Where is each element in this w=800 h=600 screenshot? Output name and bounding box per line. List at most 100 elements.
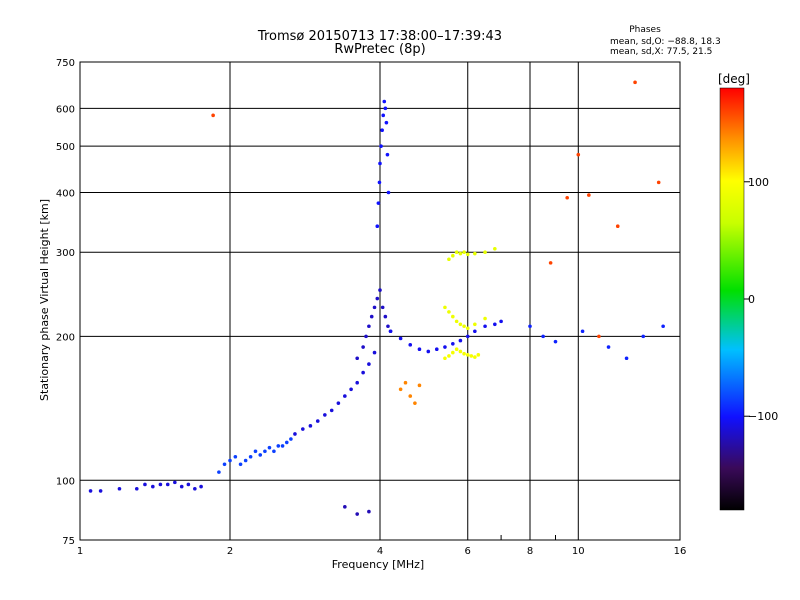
- data-point: [499, 319, 503, 324]
- y-tick-labels: 75 100 200 300 400 500 600 750: [56, 58, 75, 547]
- data-point: [417, 383, 422, 388]
- colorbar-ticks: 100 0 −100: [744, 176, 778, 423]
- data-point: [376, 201, 381, 205]
- data-point: [377, 180, 382, 185]
- y-axis-label: Stationary phase Virtual Height [km]: [38, 199, 51, 401]
- data-point: [443, 345, 447, 349]
- data-point: [382, 99, 387, 104]
- data-point: [408, 394, 413, 398]
- data-point: [656, 180, 661, 185]
- data-point: [289, 437, 293, 441]
- data-point: [633, 80, 637, 85]
- data-point: [403, 380, 408, 385]
- data-point: [451, 314, 455, 319]
- data-point: [301, 427, 305, 431]
- y-tick-label: 600: [56, 104, 75, 115]
- data-point: [447, 354, 451, 358]
- data-point: [263, 449, 267, 454]
- data-point: [483, 250, 487, 255]
- data-point: [462, 250, 466, 255]
- data-point: [398, 336, 403, 341]
- data-point: [211, 113, 215, 118]
- data-point: [151, 484, 155, 489]
- plot-frame: [79, 61, 681, 541]
- data-point: [606, 345, 611, 349]
- data-point: [454, 319, 459, 324]
- data-point: [280, 444, 285, 448]
- stats-line-x: mean, sd,X: 77.5, 21.5: [610, 47, 712, 57]
- data-point: [367, 324, 371, 329]
- data-point: [381, 113, 386, 118]
- y-tick-label: 750: [56, 58, 75, 69]
- data-point: [385, 152, 390, 157]
- data-point: [553, 339, 558, 344]
- data-point: [454, 347, 459, 352]
- data-point: [267, 445, 272, 450]
- data-point: [379, 144, 383, 148]
- data-point: [355, 512, 359, 516]
- data-point: [233, 454, 238, 459]
- data-point: [329, 408, 334, 413]
- data-point: [443, 305, 447, 310]
- data-point: [426, 349, 431, 354]
- data-point: [383, 314, 388, 319]
- data-point: [378, 161, 382, 166]
- data-point: [465, 334, 470, 339]
- y-tick-label: 400: [56, 188, 75, 199]
- data-point: [349, 387, 353, 392]
- colorbar-tick-label: 0: [748, 293, 755, 306]
- data-point: [483, 324, 487, 329]
- colorbar-label: [deg]: [718, 72, 750, 86]
- grid: [80, 62, 680, 540]
- data-point: [465, 326, 470, 331]
- data-point: [413, 401, 417, 405]
- stats-heading: Phases: [629, 25, 661, 35]
- data-point: [179, 484, 184, 489]
- data-point: [565, 195, 569, 200]
- data-point: [343, 505, 347, 509]
- x-tick-label: 2: [227, 546, 233, 557]
- data-point: [173, 480, 177, 485]
- x-tick-label: 16: [674, 546, 687, 557]
- data-point: [383, 106, 388, 111]
- data-point: [88, 489, 93, 493]
- y-tick-label: 200: [56, 332, 75, 343]
- x-tick-label: 10: [572, 546, 585, 557]
- data-point: [541, 334, 545, 339]
- y-tick-label: 300: [56, 248, 75, 259]
- data-point: [253, 449, 258, 454]
- data-point: [624, 356, 629, 361]
- data-point: [375, 296, 380, 301]
- data-point: [117, 486, 122, 491]
- data-point: [465, 353, 470, 357]
- data-point: [284, 440, 289, 445]
- data-point: [483, 316, 487, 321]
- data-point: [447, 257, 451, 262]
- data-point: [384, 120, 389, 125]
- data-point: [193, 486, 197, 491]
- data-point: [458, 349, 463, 354]
- data-point: [386, 190, 391, 195]
- data-point: [372, 350, 377, 355]
- x-tick-label: 1: [77, 546, 83, 557]
- data-point: [222, 462, 227, 467]
- data-point: [258, 453, 263, 457]
- data-point: [323, 413, 327, 417]
- stats-line-o: mean, sd,O: −88.8, 18.3: [610, 37, 721, 47]
- data-point: [641, 334, 646, 339]
- data-point: [454, 250, 459, 255]
- data-point: [458, 322, 463, 327]
- colorbar-tick-label: −100: [748, 410, 778, 423]
- data-point: [493, 246, 497, 251]
- data-point: [361, 370, 365, 375]
- data-point: [134, 486, 139, 491]
- data-point: [386, 324, 390, 329]
- data-point: [462, 324, 466, 329]
- data-point: [417, 347, 422, 352]
- data-point: [367, 362, 371, 366]
- x-tick-label: 4: [377, 546, 383, 557]
- colorbar: [719, 87, 745, 511]
- data-point: [367, 509, 371, 514]
- data-point: [661, 324, 665, 329]
- data-point: [447, 310, 451, 314]
